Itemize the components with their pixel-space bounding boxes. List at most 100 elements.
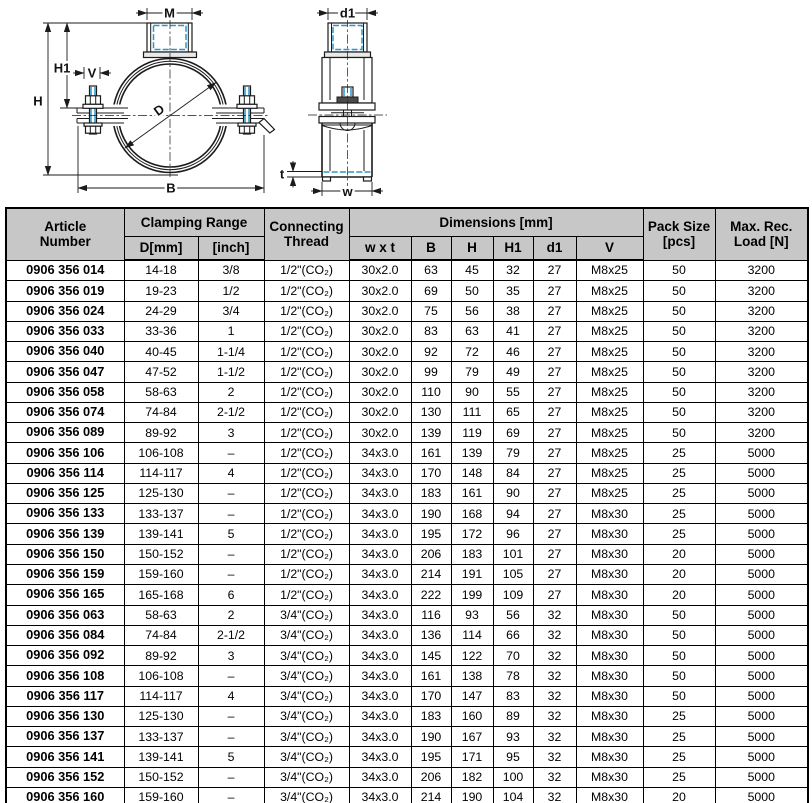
cell-article-number: 0906 356 047 [5, 361, 125, 383]
cell-connecting-thread: 3/4"(CO₂) [263, 685, 350, 707]
table-row: 0906 356 165 165-168 6 1/2"(CO₂) 34x3.0 … [5, 584, 809, 606]
cell-clamping-inch: – [197, 705, 265, 728]
cell-wxt: 30x2.0 [348, 361, 412, 383]
cell-v: M8x30 [575, 584, 644, 606]
col-header-v: V [575, 236, 644, 261]
cell-connecting-thread: 1/2"(CO₂) [263, 280, 350, 302]
cell-connecting-thread: 3/4"(CO₂) [263, 705, 350, 728]
cell-d1: 27 [532, 320, 577, 343]
cell-pack-size: 25 [642, 523, 716, 545]
col-header-wxt: w x t [348, 236, 412, 261]
cell-h: 168 [450, 503, 494, 525]
cell-b: 139 [410, 422, 452, 444]
cell-v: M8x30 [575, 665, 644, 687]
cell-connecting-thread: 1/2"(CO₂) [263, 543, 350, 565]
cell-v: M8x25 [575, 259, 644, 282]
cell-v: M8x30 [575, 503, 644, 525]
cell-h1: 95 [492, 746, 534, 768]
cell-d1: 27 [532, 482, 577, 505]
cell-clamping-d-mm: 24-29 [123, 300, 199, 322]
cell-pack-size: 50 [642, 685, 716, 707]
table-row: 0906 356 033 33-36 1 1/2"(CO₂) 30x2.0 83… [5, 320, 809, 343]
cell-pack-size: 50 [642, 422, 716, 444]
cell-d1: 27 [532, 381, 577, 403]
cell-clamping-inch: – [197, 786, 265, 803]
cell-clamping-d-mm: 40-45 [123, 341, 199, 363]
cell-h: 172 [450, 523, 494, 545]
cell-wxt: 34x3.0 [348, 705, 412, 728]
spec-table: Article Number Clamping Range Connecting… [5, 207, 810, 803]
cell-clamping-inch: 3 [197, 422, 265, 444]
cell-article-number: 0906 356 133 [5, 503, 125, 525]
cell-h1: 66 [492, 624, 534, 647]
dim-label-m: M [164, 6, 175, 21]
cell-h: 183 [450, 543, 494, 565]
cell-h1: 89 [492, 705, 534, 728]
cell-wxt: 34x3.0 [348, 563, 412, 586]
dim-label-d1: d1 [340, 6, 355, 21]
cell-pack-size: 20 [642, 584, 716, 606]
side-upper-body [318, 56, 376, 111]
cell-clamping-inch: – [197, 482, 265, 505]
cell-clamping-d-mm: 114-117 [123, 462, 199, 484]
table-row: 0906 356 152 150-152 – 3/4"(CO₂) 34x3.0 … [5, 766, 809, 788]
cell-d1: 27 [532, 401, 577, 424]
cell-max-load: 3200 [714, 320, 809, 343]
cell-b: 161 [410, 665, 452, 687]
cell-h1: 96 [492, 523, 534, 545]
cell-v: M8x30 [575, 624, 644, 647]
cell-d1: 32 [532, 786, 577, 803]
cell-article-number: 0906 356 152 [5, 766, 125, 788]
cell-pack-size: 50 [642, 361, 716, 383]
cell-article-number: 0906 356 165 [5, 584, 125, 606]
cell-b: 110 [410, 381, 452, 403]
cell-wxt: 30x2.0 [348, 280, 412, 302]
cell-b: 222 [410, 584, 452, 606]
cell-d1: 32 [532, 665, 577, 687]
cell-b: 195 [410, 523, 452, 545]
cell-clamping-d-mm: 74-84 [123, 624, 199, 647]
cell-h1: 32 [492, 259, 534, 282]
cell-connecting-thread: 1/2"(CO₂) [263, 320, 350, 343]
cell-clamping-inch: – [197, 766, 265, 788]
col-header-b: B [410, 236, 452, 261]
cell-b: 183 [410, 705, 452, 728]
dim-v: V [73, 63, 111, 83]
cell-clamping-d-mm: 159-160 [123, 786, 199, 803]
cell-max-load: 3200 [714, 381, 809, 403]
cell-clamping-d-mm: 58-63 [123, 381, 199, 403]
cell-pack-size: 50 [642, 645, 716, 667]
cell-v: M8x30 [575, 604, 644, 626]
cell-wxt: 34x3.0 [348, 604, 412, 626]
table-row: 0906 356 114 114-117 4 1/2"(CO₂) 34x3.0 … [5, 462, 809, 484]
table-row: 0906 356 133 133-137 – 1/2"(CO₂) 34x3.0 … [5, 503, 809, 525]
cell-connecting-thread: 3/4"(CO₂) [263, 645, 350, 667]
cell-max-load: 3200 [714, 361, 809, 383]
cell-b: 161 [410, 442, 452, 464]
table-row: 0906 356 074 74-84 2-1/2 1/2"(CO₂) 30x2.… [5, 401, 809, 424]
cell-clamping-inch: 1/2 [197, 280, 265, 302]
cell-v: M8x25 [575, 401, 644, 424]
table-row: 0906 356 141 139-141 5 3/4"(CO₂) 34x3.0 … [5, 746, 809, 768]
cell-clamping-d-mm: 89-92 [123, 422, 199, 444]
cell-h1: 38 [492, 300, 534, 322]
cell-clamping-d-mm: 139-141 [123, 523, 199, 545]
cell-h1: 109 [492, 584, 534, 606]
cell-d1: 27 [532, 361, 577, 383]
cell-article-number: 0906 356 125 [5, 482, 125, 505]
table-row: 0906 356 063 58-63 2 3/4"(CO₂) 34x3.0 11… [5, 604, 809, 626]
cell-h: 138 [450, 665, 494, 687]
table-row: 0906 356 092 89-92 3 3/4"(CO₂) 34x3.0 14… [5, 645, 809, 667]
cell-clamping-d-mm: 125-130 [123, 482, 199, 505]
cell-clamping-inch: – [197, 543, 265, 565]
band-tail [258, 117, 276, 134]
cell-d1: 32 [532, 726, 577, 748]
cell-article-number: 0906 356 033 [5, 320, 125, 343]
col-header-h: H [450, 236, 494, 261]
cell-pack-size: 50 [642, 401, 716, 424]
front-view: D M V H [31, 3, 276, 198]
table-row: 0906 356 058 58-63 2 1/2"(CO₂) 30x2.0 11… [5, 381, 809, 403]
cell-b: 99 [410, 361, 452, 383]
cell-h: 148 [450, 462, 494, 484]
side-lower-body [321, 123, 373, 182]
